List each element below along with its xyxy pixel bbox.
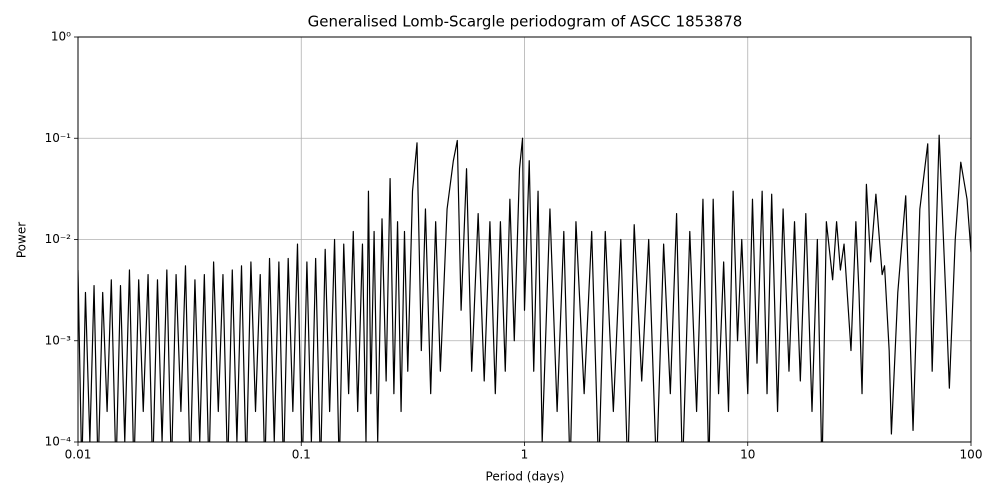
x-tick-label: 10	[740, 448, 755, 462]
x-tick-label: 0.1	[292, 448, 311, 462]
x-tick-label: 100	[960, 448, 983, 462]
x-tick-label: 0.01	[65, 448, 92, 462]
periodogram-line	[78, 134, 971, 442]
y-tick-label: 10⁰	[51, 30, 71, 44]
plot-frame	[77, 36, 972, 443]
x-tick-label: 1	[521, 448, 529, 462]
y-tick-label: 10⁻⁴	[45, 435, 72, 449]
y-tick-label: 10⁻¹	[45, 131, 72, 145]
y-axis-label: Power	[15, 222, 29, 258]
y-tick-label: 10⁻³	[45, 333, 72, 347]
y-tick-label: 10⁻²	[45, 232, 72, 246]
chart-title: Generalised Lomb-Scargle periodogram of …	[308, 13, 743, 31]
x-axis-label: Period (days)	[486, 470, 565, 484]
